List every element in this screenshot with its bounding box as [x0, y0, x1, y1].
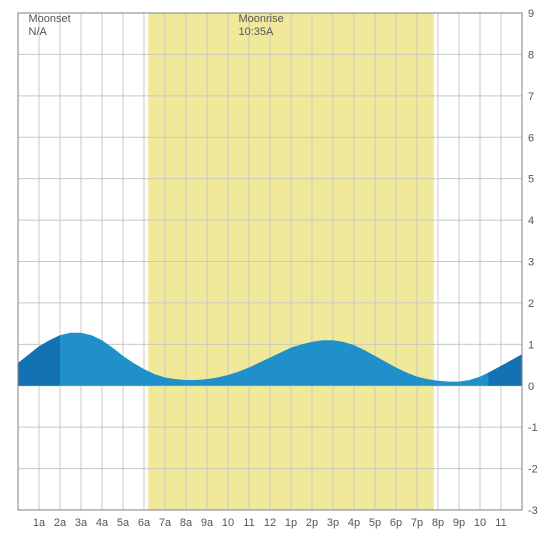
x-tick-label: 6p: [390, 517, 402, 529]
x-tick-label: 2a: [54, 517, 67, 529]
y-tick-label: 8: [528, 49, 534, 61]
chart-svg: -3-2-101234567891a2a3a4a5a6a7a8a9a101112…: [0, 0, 550, 550]
x-tick-label: 9p: [453, 517, 465, 529]
x-tick-label: 3a: [75, 517, 88, 529]
y-tick-label: 2: [528, 298, 534, 310]
x-tick-label: 5p: [369, 517, 381, 529]
top-label-value: 10:35A: [239, 26, 275, 38]
x-tick-label: 7a: [159, 517, 172, 529]
y-tick-label: -2: [528, 464, 538, 476]
top-label-value: N/A: [29, 26, 48, 38]
x-tick-label: 5a: [117, 517, 130, 529]
x-tick-label: 4a: [96, 517, 109, 529]
y-tick-label: 5: [528, 174, 534, 186]
x-tick-label: 8a: [180, 517, 193, 529]
y-tick-label: 9: [528, 8, 534, 20]
x-tick-label: 6a: [138, 517, 151, 529]
y-tick-label: 1: [528, 339, 534, 351]
x-tick-label: 8p: [432, 517, 444, 529]
x-tick-label: 11: [243, 517, 254, 529]
x-tick-label: 1p: [285, 517, 297, 529]
tide-chart: -3-2-101234567891a2a3a4a5a6a7a8a9a101112…: [0, 0, 550, 550]
y-tick-label: 3: [528, 257, 534, 269]
top-label-title: Moonrise: [239, 13, 284, 25]
x-tick-label: 11: [495, 517, 506, 529]
y-tick-label: -3: [528, 505, 538, 517]
x-tick-label: 7p: [411, 517, 423, 529]
x-tick-label: 10: [222, 517, 234, 529]
y-tick-label: -1: [528, 422, 538, 434]
y-tick-label: 0: [528, 381, 534, 393]
top-label-title: Moonset: [29, 13, 71, 25]
x-tick-label: 4p: [348, 517, 360, 529]
x-tick-label: 12: [264, 517, 276, 529]
x-tick-label: 3p: [327, 517, 339, 529]
x-tick-label: 1a: [33, 517, 46, 529]
y-tick-label: 6: [528, 132, 534, 144]
x-tick-label: 10: [474, 517, 486, 529]
x-tick-label: 9a: [201, 517, 214, 529]
x-tick-label: 2p: [306, 517, 318, 529]
y-tick-label: 4: [528, 215, 534, 227]
y-tick-label: 7: [528, 91, 534, 103]
